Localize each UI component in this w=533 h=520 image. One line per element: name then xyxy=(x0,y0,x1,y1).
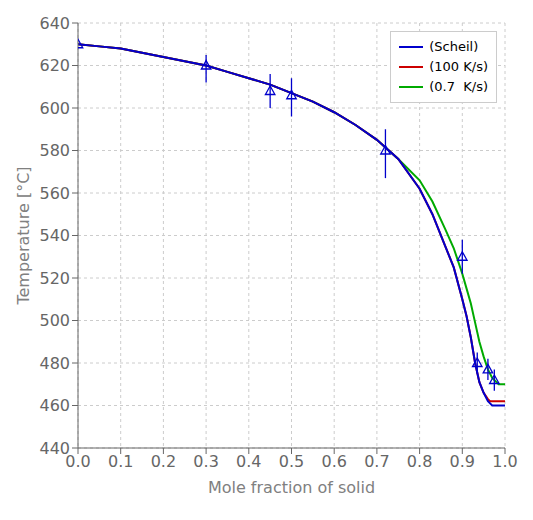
svg-text:480: 480 xyxy=(39,354,70,373)
svg-text:0.4: 0.4 xyxy=(236,452,261,471)
svg-text:640: 640 xyxy=(39,14,70,33)
svg-text:620: 620 xyxy=(39,56,70,75)
svg-text:Mole fraction of solid: Mole fraction of solid xyxy=(208,478,375,497)
svg-text:540: 540 xyxy=(39,226,70,245)
svg-text:0.5: 0.5 xyxy=(279,452,304,471)
svg-text:Temperature [°C]: Temperature [°C] xyxy=(14,166,33,305)
svg-text:0.2: 0.2 xyxy=(151,452,176,471)
svg-text:0.7: 0.7 xyxy=(364,452,389,471)
html-text:(Scheil): (Scheil) xyxy=(429,39,479,54)
svg-text:600: 600 xyxy=(39,99,70,118)
svg-text:0.0: 0.0 xyxy=(65,452,91,472)
svg-text:500: 500 xyxy=(39,311,70,330)
svg-text:0.9: 0.9 xyxy=(450,452,475,471)
svg-text:580: 580 xyxy=(39,141,70,160)
svg-text:460: 460 xyxy=(39,396,70,415)
svg-text:0.1: 0.1 xyxy=(108,452,133,471)
svg-text:520: 520 xyxy=(39,269,70,288)
svg-text:560: 560 xyxy=(39,184,70,203)
svg-text:0.8: 0.8 xyxy=(407,452,432,471)
svg-text:0.6: 0.6 xyxy=(321,452,346,471)
svg-text:440: 440 xyxy=(39,439,70,458)
html-text:(100 K/s): (100 K/s) xyxy=(429,59,488,74)
svg-text:1.0: 1.0 xyxy=(492,452,517,471)
html-text:(0.7 K/s): (0.7 K/s) xyxy=(429,79,488,94)
svg-text:0.3: 0.3 xyxy=(193,452,218,471)
